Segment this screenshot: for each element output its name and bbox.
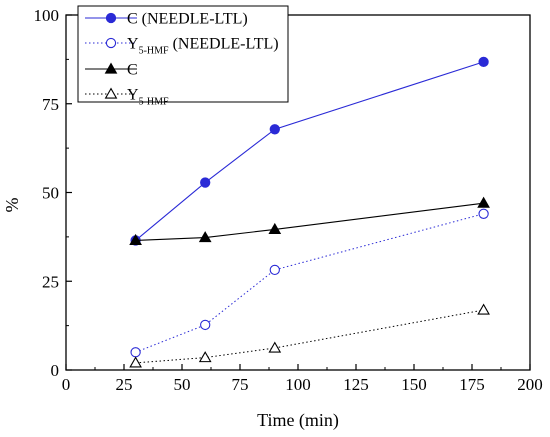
- data-point: [478, 56, 489, 68]
- series-line: [135, 213, 484, 353]
- data-point: [477, 303, 490, 315]
- data-point: [477, 196, 490, 208]
- data-point: [200, 319, 211, 331]
- legend-item: C: [85, 62, 138, 79]
- y-axis-title: %: [2, 198, 22, 213]
- data-point: [130, 347, 141, 358]
- data-point: [269, 264, 280, 276]
- x-tick-label: 100: [285, 375, 311, 394]
- series-4: [129, 303, 490, 368]
- data-point: [268, 222, 282, 235]
- y-tick-label: 0: [51, 361, 60, 380]
- y-tick-label: 75: [42, 95, 59, 114]
- data-point: [129, 356, 142, 368]
- legend-item: Y5-HMF (NEEDLE-LTL): [85, 36, 279, 57]
- legend-marker: [105, 37, 117, 49]
- series-3: [129, 196, 490, 246]
- legend-item: C (NEEDLE-LTL): [85, 11, 248, 28]
- x-tick-label: 0: [62, 375, 71, 394]
- legend-marker: [104, 62, 118, 74]
- x-tick-label: 125: [343, 375, 369, 394]
- data-point: [269, 124, 280, 135]
- x-tick-label: 200: [517, 375, 543, 394]
- data-point: [129, 233, 142, 246]
- x-axis-title: Time (min): [257, 410, 339, 431]
- x-tick-label: 75: [232, 375, 249, 394]
- data-point: [200, 177, 211, 188]
- y-tick-label: 50: [42, 184, 59, 203]
- legend-item: Y5-HMF: [85, 87, 169, 108]
- x-tick-label: 25: [116, 375, 133, 394]
- legend-marker: [104, 87, 118, 99]
- legend-label: C (NEEDLE-LTL): [127, 11, 248, 28]
- tick-labels: 0 25 50 75 100 125 150 175 200 0 25 50 75 100: [34, 6, 543, 394]
- series-layer: [129, 56, 490, 368]
- legend-label: C: [127, 62, 138, 79]
- legend: C (NEEDLE-LTL) Y5-HMF (NEEDLE-LTL) C Y5-HMF: [77, 5, 289, 108]
- x-tick-label: 50: [174, 375, 191, 394]
- data-point: [268, 341, 282, 353]
- data-point: [198, 231, 212, 243]
- series-2: [130, 208, 489, 358]
- series-line: [135, 202, 484, 241]
- data-point: [198, 351, 212, 363]
- legend-label: Y5-HMF (NEEDLE-LTL): [127, 36, 279, 57]
- y-tick-label: 25: [42, 272, 59, 291]
- series-line: [135, 61, 484, 241]
- axis-ticks: [65, 14, 531, 371]
- legend-label: Y5-HMF: [127, 87, 169, 108]
- series-line: [135, 309, 484, 364]
- data-point: [478, 208, 489, 219]
- y-tick-label: 100: [34, 6, 60, 25]
- legend-marker: [105, 12, 117, 24]
- x-tick-label: 175: [459, 375, 485, 394]
- x-tick-label: 150: [401, 375, 427, 394]
